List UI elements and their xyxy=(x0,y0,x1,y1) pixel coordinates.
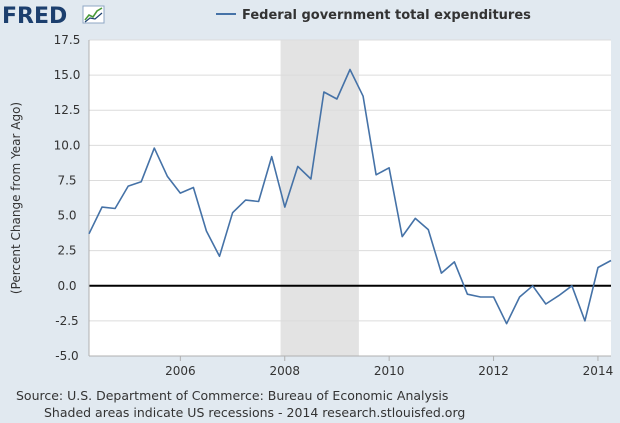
y-tick-label: 7.5 xyxy=(57,173,76,187)
recession-band-0 xyxy=(280,40,359,356)
x-tick-label: 2008 xyxy=(269,364,300,378)
fred-logo-text: FRED xyxy=(2,4,67,29)
series-line-0[interactable] xyxy=(88,68,612,325)
y-tick-label: 12.5 xyxy=(54,103,81,117)
x-tick-label: 2006 xyxy=(165,364,196,378)
series-layer xyxy=(88,68,612,325)
y-axis-label: (Percent Change from Year Ago) xyxy=(9,102,23,294)
x-tick-label: 2010 xyxy=(374,364,405,378)
y-tick-label: -5.0 xyxy=(55,349,78,363)
x-tick-label: 2014 xyxy=(583,364,614,378)
y-tick-label: 10.0 xyxy=(54,138,81,152)
y-tick-label: 15.0 xyxy=(54,68,81,82)
recession-note: Shaded areas indicate US recessions - 20… xyxy=(44,405,465,420)
y-tick-label: 17.5 xyxy=(54,33,81,47)
legend: Federal government total expenditures xyxy=(216,8,531,23)
legend-label: Federal government total expenditures xyxy=(242,8,531,23)
y-tick-label: -2.5 xyxy=(55,314,78,328)
fred-logo[interactable]: FRED xyxy=(2,4,105,29)
axes: -5.0 -2.5 0.0 2.5 5.0 7.5 10.0 12.5 15.0 17.5 2006… xyxy=(54,33,614,378)
gridlines xyxy=(89,39,611,357)
fred-logo-chart-icon xyxy=(82,5,105,24)
source-note: Source: U.S. Department of Commerce: Bur… xyxy=(16,388,448,403)
y-tick-label: 5.0 xyxy=(57,209,76,223)
x-tick-label: 2012 xyxy=(478,364,509,378)
y-tick-label: 2.5 xyxy=(57,244,76,258)
recession-shading xyxy=(280,40,359,356)
y-tick-label: 0.0 xyxy=(57,279,76,293)
